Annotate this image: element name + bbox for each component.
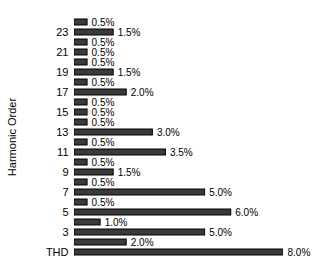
svg-text:7: 7: [62, 186, 68, 198]
svg-text:0.5%: 0.5%: [92, 97, 115, 108]
svg-text:0.5%: 0.5%: [92, 197, 115, 208]
svg-text:15: 15: [56, 106, 68, 118]
svg-text:5.0%: 5.0%: [209, 187, 232, 198]
svg-text:5.0%: 5.0%: [209, 227, 232, 238]
svg-text:0.5%: 0.5%: [92, 107, 115, 118]
svg-text:0.5%: 0.5%: [92, 47, 115, 58]
svg-text:3.5%: 3.5%: [170, 147, 193, 158]
svg-text:1.5%: 1.5%: [118, 167, 141, 178]
svg-text:0.5%: 0.5%: [92, 137, 115, 148]
svg-text:THD: THD: [46, 246, 69, 258]
svg-text:19: 19: [56, 66, 68, 78]
svg-text:0.5%: 0.5%: [92, 17, 115, 28]
svg-text:9: 9: [62, 166, 68, 178]
svg-text:8.0%: 8.0%: [288, 247, 311, 258]
svg-text:0.5%: 0.5%: [92, 57, 115, 68]
svg-text:0.5%: 0.5%: [92, 77, 115, 88]
svg-text:1.5%: 1.5%: [118, 27, 141, 38]
svg-text:1.0%: 1.0%: [105, 217, 128, 228]
svg-text:17: 17: [56, 86, 68, 98]
svg-text:23: 23: [56, 26, 68, 38]
svg-text:5: 5: [62, 206, 68, 218]
svg-text:1.5%: 1.5%: [118, 67, 141, 78]
svg-text:0.5%: 0.5%: [92, 117, 115, 128]
svg-text:21: 21: [56, 46, 68, 58]
svg-text:3: 3: [62, 226, 68, 238]
svg-text:6.0%: 6.0%: [235, 207, 258, 218]
svg-text:Harmonic Order: Harmonic Order: [6, 98, 18, 177]
svg-text:0.5%: 0.5%: [92, 37, 115, 48]
svg-text:13: 13: [56, 126, 68, 138]
svg-text:2.0%: 2.0%: [131, 237, 154, 248]
svg-text:2.0%: 2.0%: [131, 87, 154, 98]
svg-text:0.5%: 0.5%: [92, 177, 115, 188]
svg-text:11: 11: [57, 146, 68, 158]
svg-text:0.5%: 0.5%: [92, 157, 115, 168]
svg-text:3.0%: 3.0%: [157, 127, 180, 138]
